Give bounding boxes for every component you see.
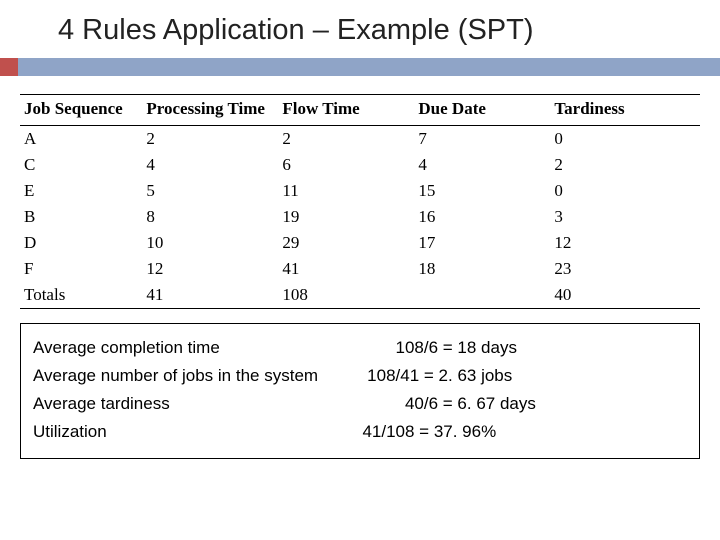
- metric-label: Average completion time: [33, 338, 353, 358]
- cell: 40: [550, 282, 700, 309]
- cell: 15: [414, 178, 550, 204]
- cell: E: [20, 178, 142, 204]
- cell: 2: [550, 152, 700, 178]
- table-row: D 10 29 17 12: [20, 230, 700, 256]
- metric-value: 108/41 = 2. 63 jobs: [353, 366, 687, 386]
- cell: 0: [550, 178, 700, 204]
- col-header: Processing Time: [142, 95, 278, 126]
- metric-row: Utilization 41/108 = 37. 96%: [33, 418, 687, 446]
- metric-value: 40/6 = 6. 67 days: [353, 394, 687, 414]
- col-header: Tardiness: [550, 95, 700, 126]
- cell: 8: [142, 204, 278, 230]
- cell: Totals: [20, 282, 142, 309]
- cell: 4: [414, 152, 550, 178]
- cell: B: [20, 204, 142, 230]
- metric-row: Average number of jobs in the system 108…: [33, 362, 687, 390]
- cell: 23: [550, 256, 700, 282]
- cell: 2: [278, 126, 414, 153]
- table-row: C 4 6 4 2: [20, 152, 700, 178]
- cell: 29: [278, 230, 414, 256]
- accent-square: [0, 58, 18, 76]
- cell: 12: [142, 256, 278, 282]
- col-header: Flow Time: [278, 95, 414, 126]
- cell: 0: [550, 126, 700, 153]
- cell: 41: [278, 256, 414, 282]
- cell: [414, 282, 550, 309]
- cell: 12: [550, 230, 700, 256]
- table-header-row: Job Sequence Processing Time Flow Time D…: [20, 95, 700, 126]
- cell: 6: [278, 152, 414, 178]
- accent-bar: [18, 58, 720, 76]
- cell: A: [20, 126, 142, 153]
- cell: 16: [414, 204, 550, 230]
- cell: 18: [414, 256, 550, 282]
- cell: 7: [414, 126, 550, 153]
- cell: 2: [142, 126, 278, 153]
- cell: 19: [278, 204, 414, 230]
- cell: D: [20, 230, 142, 256]
- cell: 4: [142, 152, 278, 178]
- data-table: Job Sequence Processing Time Flow Time D…: [20, 94, 700, 309]
- table-row: B 8 19 16 3: [20, 204, 700, 230]
- accent-row: [0, 58, 720, 76]
- col-header: Due Date: [414, 95, 550, 126]
- table-row-totals: Totals 41 108 40: [20, 282, 700, 309]
- cell: 108: [278, 282, 414, 309]
- metric-label: Utilization: [33, 422, 353, 442]
- col-header: Job Sequence: [20, 95, 142, 126]
- metric-label: Average tardiness: [33, 394, 353, 414]
- table-row: E 5 11 15 0: [20, 178, 700, 204]
- cell: 11: [278, 178, 414, 204]
- metric-row: Average tardiness 40/6 = 6. 67 days: [33, 390, 687, 418]
- cell: C: [20, 152, 142, 178]
- table-row: F 12 41 18 23: [20, 256, 700, 282]
- table-row: A 2 2 7 0: [20, 126, 700, 153]
- cell: 3: [550, 204, 700, 230]
- cell: 10: [142, 230, 278, 256]
- cell: 5: [142, 178, 278, 204]
- metric-value: 41/108 = 37. 96%: [353, 422, 687, 442]
- cell: F: [20, 256, 142, 282]
- cell: 41: [142, 282, 278, 309]
- cell: 17: [414, 230, 550, 256]
- metric-value: 108/6 = 18 days: [353, 338, 687, 358]
- metrics-box: Average completion time 108/6 = 18 days …: [20, 323, 700, 459]
- metric-label: Average number of jobs in the system: [33, 366, 353, 386]
- metric-row: Average completion time 108/6 = 18 days: [33, 334, 687, 362]
- page-title: 4 Rules Application – Example (SPT): [58, 12, 720, 48]
